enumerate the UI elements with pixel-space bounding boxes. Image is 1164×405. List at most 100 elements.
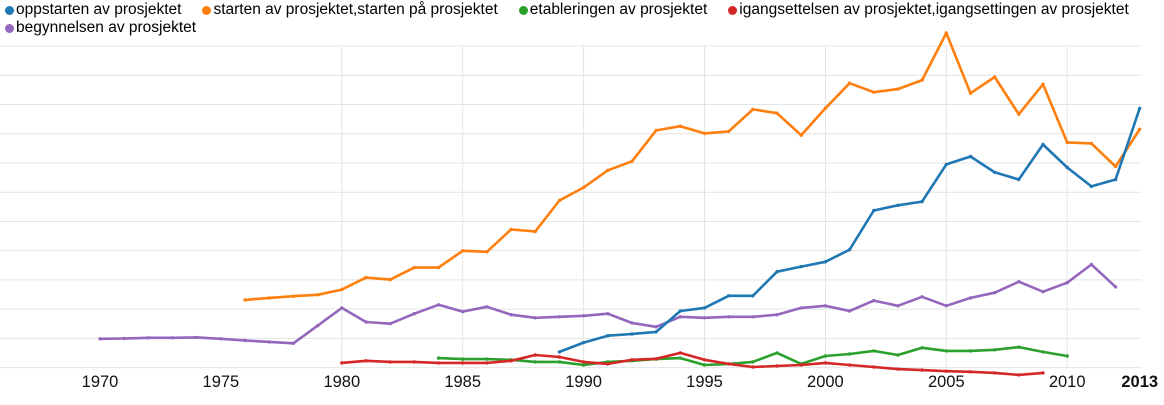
x-tick-label-2013: 2013 bbox=[1121, 373, 1158, 391]
data-point bbox=[509, 227, 513, 232]
data-point bbox=[146, 336, 151, 340]
data-point bbox=[775, 351, 779, 355]
data-point bbox=[944, 304, 948, 308]
data-point bbox=[291, 294, 296, 298]
data-point bbox=[1089, 262, 1094, 267]
data-point bbox=[630, 159, 634, 163]
data-point bbox=[1065, 165, 1069, 170]
legend-row-2: begynnelsen av prosjektet bbox=[5, 19, 1129, 37]
data-point bbox=[291, 341, 296, 345]
data-point bbox=[1065, 354, 1069, 358]
data-point bbox=[751, 294, 755, 298]
series-line-begynnelsen-av-prosjektet[interactable] bbox=[98, 263, 1117, 345]
data-point bbox=[557, 355, 562, 359]
legend-label: starten av prosjektet,starten på prosjek… bbox=[213, 1, 498, 18]
x-tick-label-2005: 2005 bbox=[928, 373, 965, 391]
data-point bbox=[702, 131, 707, 136]
data-point bbox=[678, 356, 682, 360]
data-point bbox=[896, 367, 900, 371]
data-point bbox=[581, 185, 586, 190]
data-point bbox=[630, 321, 634, 325]
data-point bbox=[1017, 177, 1021, 182]
data-point bbox=[1041, 82, 1045, 87]
data-point bbox=[219, 337, 223, 341]
series-line-starten-av-prosjektet-starten-[interactable] bbox=[243, 31, 1141, 302]
legend-dot-icon bbox=[5, 5, 14, 15]
series-line-igangsettelsen-av-prosjektet-i[interactable] bbox=[340, 351, 1045, 377]
legend-dot-icon bbox=[202, 5, 212, 15]
data-point bbox=[799, 363, 803, 367]
data-point bbox=[751, 315, 755, 319]
data-point bbox=[98, 337, 102, 341]
data-point bbox=[436, 356, 441, 360]
data-point bbox=[581, 314, 586, 318]
x-tick-label-1975: 1975 bbox=[203, 373, 240, 391]
data-point bbox=[388, 322, 392, 326]
data-point bbox=[364, 320, 368, 324]
data-point bbox=[1113, 177, 1118, 182]
data-point bbox=[340, 361, 344, 365]
data-point bbox=[968, 349, 973, 353]
data-point bbox=[678, 309, 682, 313]
data-point bbox=[1089, 184, 1094, 189]
data-point bbox=[727, 315, 731, 319]
data-point bbox=[1089, 141, 1094, 146]
data-point bbox=[847, 363, 852, 367]
data-point bbox=[654, 330, 658, 334]
series-oppstarten-av-prosjektet[interactable] bbox=[557, 106, 1142, 354]
data-point bbox=[581, 360, 586, 364]
data-point bbox=[1041, 350, 1045, 354]
data-point bbox=[775, 364, 779, 368]
data-point bbox=[678, 351, 682, 355]
x-tick-label-1970: 1970 bbox=[82, 373, 119, 391]
data-point bbox=[533, 229, 537, 234]
data-point bbox=[461, 309, 465, 314]
x-tick-label-1995: 1995 bbox=[686, 373, 723, 391]
x-tick-label-1985: 1985 bbox=[444, 373, 481, 391]
data-point bbox=[509, 359, 513, 363]
data-point bbox=[727, 362, 731, 366]
legend-dot-icon bbox=[728, 5, 738, 15]
data-point bbox=[944, 369, 948, 373]
data-point bbox=[775, 313, 779, 317]
data-point bbox=[1017, 373, 1021, 377]
data-point bbox=[823, 354, 828, 358]
data-point bbox=[654, 357, 658, 361]
data-point bbox=[340, 287, 344, 292]
series-igangsettelsen-av-prosjektet-i[interactable] bbox=[340, 351, 1045, 377]
data-point bbox=[195, 335, 199, 340]
data-point bbox=[993, 291, 997, 295]
data-point bbox=[751, 365, 755, 369]
data-point bbox=[557, 198, 562, 203]
data-point bbox=[896, 353, 900, 357]
data-point bbox=[1113, 285, 1118, 289]
data-point bbox=[412, 360, 416, 364]
data-point bbox=[920, 368, 924, 372]
data-point bbox=[872, 90, 876, 94]
data-point bbox=[509, 313, 513, 317]
legend-label: igangsettelsen av prosjektet,igangsettin… bbox=[739, 1, 1129, 18]
series-begynnelsen-av-prosjektet[interactable] bbox=[98, 262, 1118, 345]
legend-item: oppstarten av prosjektet bbox=[5, 1, 181, 19]
data-point bbox=[1041, 142, 1045, 147]
series-starten-av-prosjektet-starten-[interactable] bbox=[243, 31, 1142, 302]
data-point bbox=[847, 248, 852, 252]
data-point bbox=[968, 154, 973, 159]
data-point bbox=[606, 334, 610, 338]
data-point bbox=[872, 365, 876, 369]
data-point bbox=[968, 91, 973, 95]
data-point bbox=[606, 312, 610, 316]
data-point bbox=[267, 340, 271, 344]
x-tick-label-2000: 2000 bbox=[807, 373, 844, 391]
data-point bbox=[896, 87, 900, 91]
data-point bbox=[436, 361, 441, 365]
data-point bbox=[170, 336, 175, 340]
data-point bbox=[485, 361, 489, 365]
data-point bbox=[751, 360, 755, 364]
x-tick-label-2010: 2010 bbox=[1049, 373, 1086, 391]
data-point bbox=[122, 336, 126, 341]
legend-item: igangsettelsen av prosjektet,igangsettin… bbox=[728, 1, 1129, 19]
legend-label: oppstarten av prosjektet bbox=[16, 1, 182, 18]
